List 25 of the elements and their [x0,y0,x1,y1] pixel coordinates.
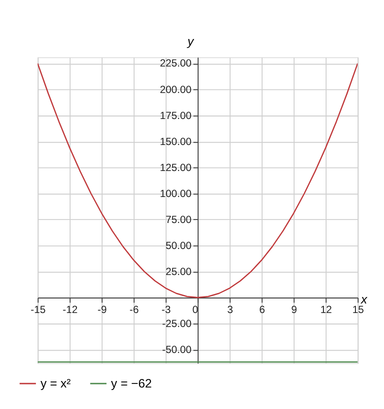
x-axis-title: x [360,292,368,307]
x-tick-label: 6 [259,305,266,316]
y-tick-label: 150.00 [160,136,192,148]
x-tick-label: -3 [162,305,171,316]
y-tick-label: 50.00 [166,240,192,252]
x-tick-label: 15 [352,305,364,316]
x-tick-label: -15 [30,305,46,316]
y-tick-label: 25.00 [166,266,192,278]
x-tick-label: 9 [291,305,298,316]
y-tick-label: -50.00 [162,344,192,356]
y-tick-label: 125.00 [160,162,192,174]
y-tick-label: 175.00 [160,110,192,122]
y-axis-title: y [186,34,195,48]
x-tick-label: 3 [227,305,234,316]
y-tick-label: 75.00 [166,214,192,226]
legend-label: y = −62 [111,376,152,390]
x-tick-label: 12 [320,305,332,316]
y-tick-label: 200.00 [160,84,192,96]
legend-label: y = x² [40,376,71,390]
y-tick-label: 225.00 [160,58,192,70]
x-tick-label: -6 [130,305,139,316]
x-tick-label: -9 [98,305,107,316]
y-tick-label: 100.00 [160,188,192,200]
x-tick-label: -12 [62,305,78,316]
y-tick-label: -25.00 [162,318,192,330]
